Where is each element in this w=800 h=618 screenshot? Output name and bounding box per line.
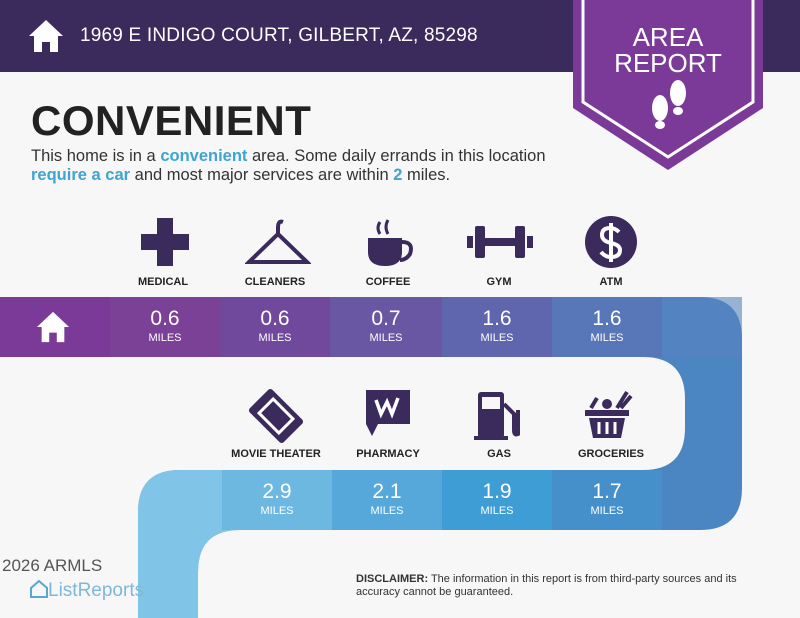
medical-cross-icon: [141, 218, 189, 266]
distance-movie-theater: 2.9 MILES: [222, 470, 332, 530]
label-medical: MEDICAL: [137, 276, 189, 288]
badge-line-2: REPORT: [614, 48, 722, 78]
page-title: CONVENIENT: [31, 97, 312, 144]
distance-pharmacy: 2.1 MILES: [332, 470, 442, 530]
hanger-icon: [245, 219, 311, 264]
badge-line-1: AREA: [632, 22, 704, 52]
ticket-icon: [248, 388, 304, 444]
gas-pump-icon: [474, 392, 520, 440]
distance-gas: 1.9 MILES: [442, 470, 552, 530]
footprints-icon: [652, 80, 686, 129]
distance-medical: 0.6 MILES: [110, 297, 220, 357]
disclaimer: DISCLAIMER: The information in this repo…: [356, 573, 737, 598]
property-address: 1969 E INDIGO COURT, GILBERT, AZ, 85298: [80, 25, 478, 46]
label-gas: GAS: [487, 448, 511, 460]
distance-cleaners: 0.6 MILES: [220, 297, 330, 357]
grocery-basket-icon: [585, 390, 633, 438]
label-coffee: COFFEE: [365, 276, 411, 288]
label-gym: GYM: [486, 276, 512, 288]
label-groceries: GROCERIES: [577, 448, 644, 460]
badge-title: AREA REPORT: [573, 24, 763, 76]
watermark: 2026 ARMLS: [2, 556, 103, 575]
area-report-badge: [573, 0, 763, 170]
coffee-cup-icon: [368, 219, 413, 266]
label-cleaners: CLEANERS: [244, 276, 306, 288]
label-movie-theater: MOVIE THEATER: [231, 448, 321, 460]
walgreens-icon: [366, 390, 410, 436]
description: This home is in a convenient area. Some …: [31, 147, 546, 184]
label-atm: ATM: [599, 276, 623, 288]
dumbbell-icon: [467, 226, 533, 258]
listreports-logo: ListReports: [30, 579, 145, 602]
logo-house-icon: [30, 579, 48, 598]
house-icon: [29, 20, 63, 52]
logo-text: ListReports: [48, 580, 145, 601]
distance-gym: 1.6 MILES: [442, 297, 552, 357]
distance-coffee: 0.7 MILES: [330, 297, 442, 357]
distance-groceries: 1.7 MILES: [552, 470, 662, 530]
dollar-icon: [585, 216, 637, 268]
distance-atm: 1.6 MILES: [552, 297, 662, 357]
home-icon: [36, 311, 70, 343]
label-pharmacy: PHARMACY: [356, 448, 420, 460]
